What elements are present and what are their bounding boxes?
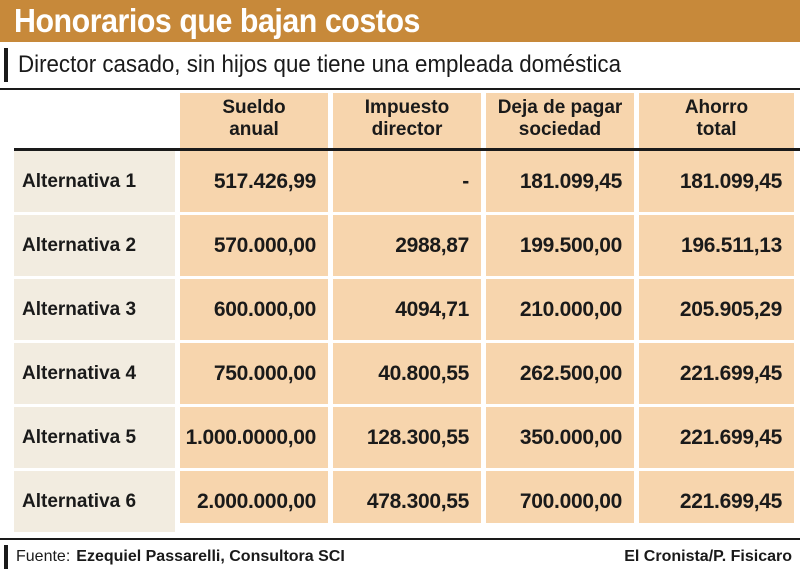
row-label: Alternativa 6 [22,490,137,512]
subtitle-rule [4,47,8,82]
top-divider [0,88,800,90]
source-label: Fuente: [16,547,71,565]
bottom-divider [0,538,800,540]
column-header: Impuesto director [333,93,481,145]
footer-rule [4,544,8,569]
header-line: director [371,119,443,140]
row-divider [14,468,800,471]
table-cell: 181.099,45 [679,169,782,193]
table-cell: 262.500,00 [519,361,622,385]
header-line: Ahorro [684,97,749,118]
column-background [486,93,634,523]
column-header: Sueldo anual [180,93,328,145]
title-bar: Honorarios que bajan costos [0,0,800,42]
row-label: Alternativa 1 [22,170,137,192]
page-title: Honorarios que bajan costos [14,2,420,39]
subtitle: Director casado, sin hijos que tiene una… [18,50,621,78]
source-value: Ezequiel Passarelli, Consultora SCI [76,547,345,565]
header-line: total [696,119,737,140]
table-cell: 181.099,45 [519,169,622,193]
table-cell: 350.000,00 [519,425,622,449]
column-background [639,93,794,523]
table-cell: 210.000,00 [519,297,622,321]
row-divider [14,404,800,407]
table-cell: 2988,87 [395,233,469,257]
header-line: sociedad [518,119,602,140]
footer: Fuente: Ezequiel Passarelli, Consultora … [0,541,800,572]
column-header-text: Ahorro total [685,97,748,141]
header-line: Impuesto [364,97,450,118]
subtitle-bar: Director casado, sin hijos que tiene una… [0,42,800,87]
table-cell: 221.699,45 [679,361,782,385]
table-cell: 2.000.000,00 [196,489,316,513]
table-cell: 221.699,45 [679,425,782,449]
column-header-text: Impuesto director [365,97,449,141]
row-label: Alternativa 4 [22,362,137,384]
header-line: Sueldo [222,97,286,118]
table-cell: 570.000,00 [213,233,316,257]
header-line: anual [229,119,279,140]
table-cell: 199.500,00 [519,233,622,257]
row-label: Alternativa 5 [22,426,137,448]
table-cell: 196.511,13 [681,233,782,257]
row-divider [14,340,800,343]
row-label: Alternativa 2 [22,234,137,256]
table-cell: 221.699,45 [679,489,782,513]
row-label-background [14,151,175,212]
table-cell: 600.000,00 [213,297,316,321]
credit: El Cronista/P. Fisicaro [624,547,792,565]
table-cell: 1.000.0000,00 [185,425,317,449]
row-label-background [14,407,175,468]
row-divider [14,212,800,215]
table-cell: 478.300,55 [366,489,469,513]
row-label-background [14,215,175,276]
row-label: Alternativa 3 [22,298,137,320]
row-divider [14,276,800,279]
column-header-text: Sueldo anual [222,97,285,141]
column-background [180,93,328,523]
column-header-text: Deja de pagar sociedad [498,97,623,141]
table-cell: - [462,169,469,193]
table-cell: 128.300,55 [366,425,469,449]
table-cell: 4094,71 [395,297,469,321]
column-header: Deja de pagar sociedad [486,93,634,145]
table-cell: 40.800,55 [378,361,469,385]
header-divider [14,148,800,151]
table-cell: 517.426,99 [213,169,316,193]
table-cell: 750.000,00 [213,361,316,385]
table-cell: 205.905,29 [679,297,782,321]
column-header: Ahorro total [639,93,794,145]
column-background [333,93,481,523]
header-line: Deja de pagar [497,97,623,118]
row-label-background [14,343,175,404]
row-label-background [14,279,175,340]
table-cell: 700.000,00 [519,489,622,513]
row-label-background [14,471,175,532]
